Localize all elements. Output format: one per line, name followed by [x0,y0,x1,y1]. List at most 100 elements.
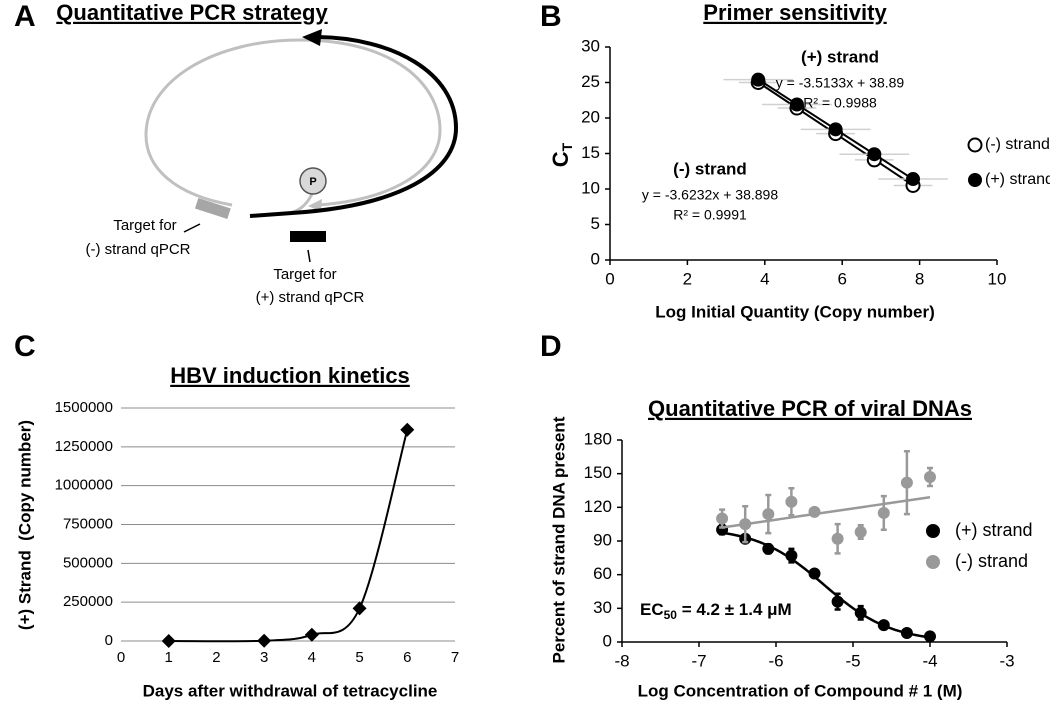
point [789,97,804,112]
arrowhead [302,29,322,46]
x-tick-label: 8 [915,269,924,288]
minus-strand [144,38,442,207]
data-line [168,429,409,643]
annotation-equation: y = -3.6232x + 38.898 [642,187,778,203]
y-tick-label: 15 [581,143,600,162]
diamond-marker [257,633,272,648]
legend-label: (+) strand [985,171,1050,188]
point [924,630,936,643]
y-tick-label: 0 [105,632,113,649]
diamond-marker [400,422,415,437]
point [762,542,775,555]
y-tick-label: 90 [593,530,612,549]
x-tick-label: 4 [308,649,316,666]
y-tick-label: 0 [591,249,600,268]
legend-label: (-) strand [955,551,1028,571]
plus-target-label: (+) strand qPCR [256,289,365,306]
panel-letter: D [540,330,562,363]
diamond-marker [304,627,319,642]
legend-label: (+) strand [955,520,1033,540]
point [785,549,798,562]
point [785,495,798,508]
panel-title: Quantitative PCR strategy [56,0,328,25]
x-tick-label: 6 [837,269,846,288]
x-tick-label: 0 [605,269,614,288]
point [877,506,890,519]
annotation-r2: R² = 0.9988 [803,95,877,111]
x-tick-label: 1 [165,649,173,666]
y-tick-label: 30 [581,36,600,55]
annotation: = 4.2 ± 1.4 μM [677,600,792,619]
annotation-heading: (-) strand [673,159,747,178]
plus-target [290,231,326,242]
panel: C HBV induction kinetics Days after withdr… [14,330,459,701]
promoter-label: P [309,176,316,188]
fit-curve [721,495,931,529]
x-tick-label: -5 [845,651,860,670]
point [751,72,766,87]
y-tick-label: 250000 [63,593,113,610]
y-tick-label: 750000 [63,515,113,532]
minus-target-label: Target for [113,217,176,234]
y-tick-label: 1500000 [55,399,113,416]
point [900,627,913,640]
y-tick-label: 10 [581,178,600,197]
panel-title: HBV induction kinetics [170,363,410,388]
point [831,532,844,545]
y-tick-label: 120 [584,497,612,516]
y-axis-label: CT [548,142,575,167]
x-tick-label: 2 [683,269,692,288]
y-tick-label: 180 [584,429,612,448]
point [854,606,867,619]
legend-marker [926,555,940,569]
legend-marker [968,173,982,187]
y-tick-label: 60 [593,564,612,583]
point [854,526,867,539]
panel: D Quantitative PCR of viral DNAs Log Conce… [540,330,1033,701]
y-tick-label: 25 [581,72,600,91]
minus-target [194,197,231,219]
annotation-sub: 50 [664,608,678,622]
plus-strand [249,35,459,218]
x-tick-label: 4 [760,269,769,288]
y-tick-label: 500000 [63,554,113,571]
x-tick-label: 2 [212,649,220,666]
y-tick-label: 20 [581,107,600,126]
diamond-marker [161,634,176,648]
y-tick-label: 150 [584,463,612,482]
annotation-heading: (+) strand [801,47,879,66]
x-tick-label: 7 [451,649,459,666]
annotation: EC [640,600,664,619]
point [831,595,844,608]
point [900,476,913,489]
legend-label: (-) strand [985,136,1050,153]
x-tick-label: 10 [988,269,1007,288]
x-tick-label: -3 [999,651,1014,670]
y-tick-label: 30 [593,598,612,617]
point [924,471,936,484]
y-axis-label: Percent of strand DNA present [549,416,568,663]
x-tick-label: 0 [117,649,125,666]
x-tick-label: -8 [614,651,629,670]
annotation: EC50 = 4.2 ± 1.4 μM [640,600,792,622]
annotation-r2: R² = 0.9991 [673,207,747,223]
x-tick-label: -7 [691,651,706,670]
plus-target-label: Target for [273,266,336,283]
y-axis-label: C [548,151,573,167]
legend-marker [926,524,940,538]
point [867,147,882,162]
panel-letter: B [540,0,562,33]
panel-title: Quantitative PCR of viral DNAs [648,396,972,421]
leader [183,223,201,233]
point [808,567,821,580]
x-tick-label: -4 [922,651,937,670]
x-axis-label: Log Concentration of Compound # 1 (M) [638,681,963,700]
point [906,172,921,187]
x-tick-label: -6 [768,651,783,670]
x-tick-label: 6 [403,649,411,666]
y-tick-label: 5 [591,214,600,233]
x-axis-label: Days after withdrawal of tetracycline [143,681,438,700]
annotation-equation: y = -3.5133x + 38.89 [776,75,905,91]
leader [307,249,311,263]
